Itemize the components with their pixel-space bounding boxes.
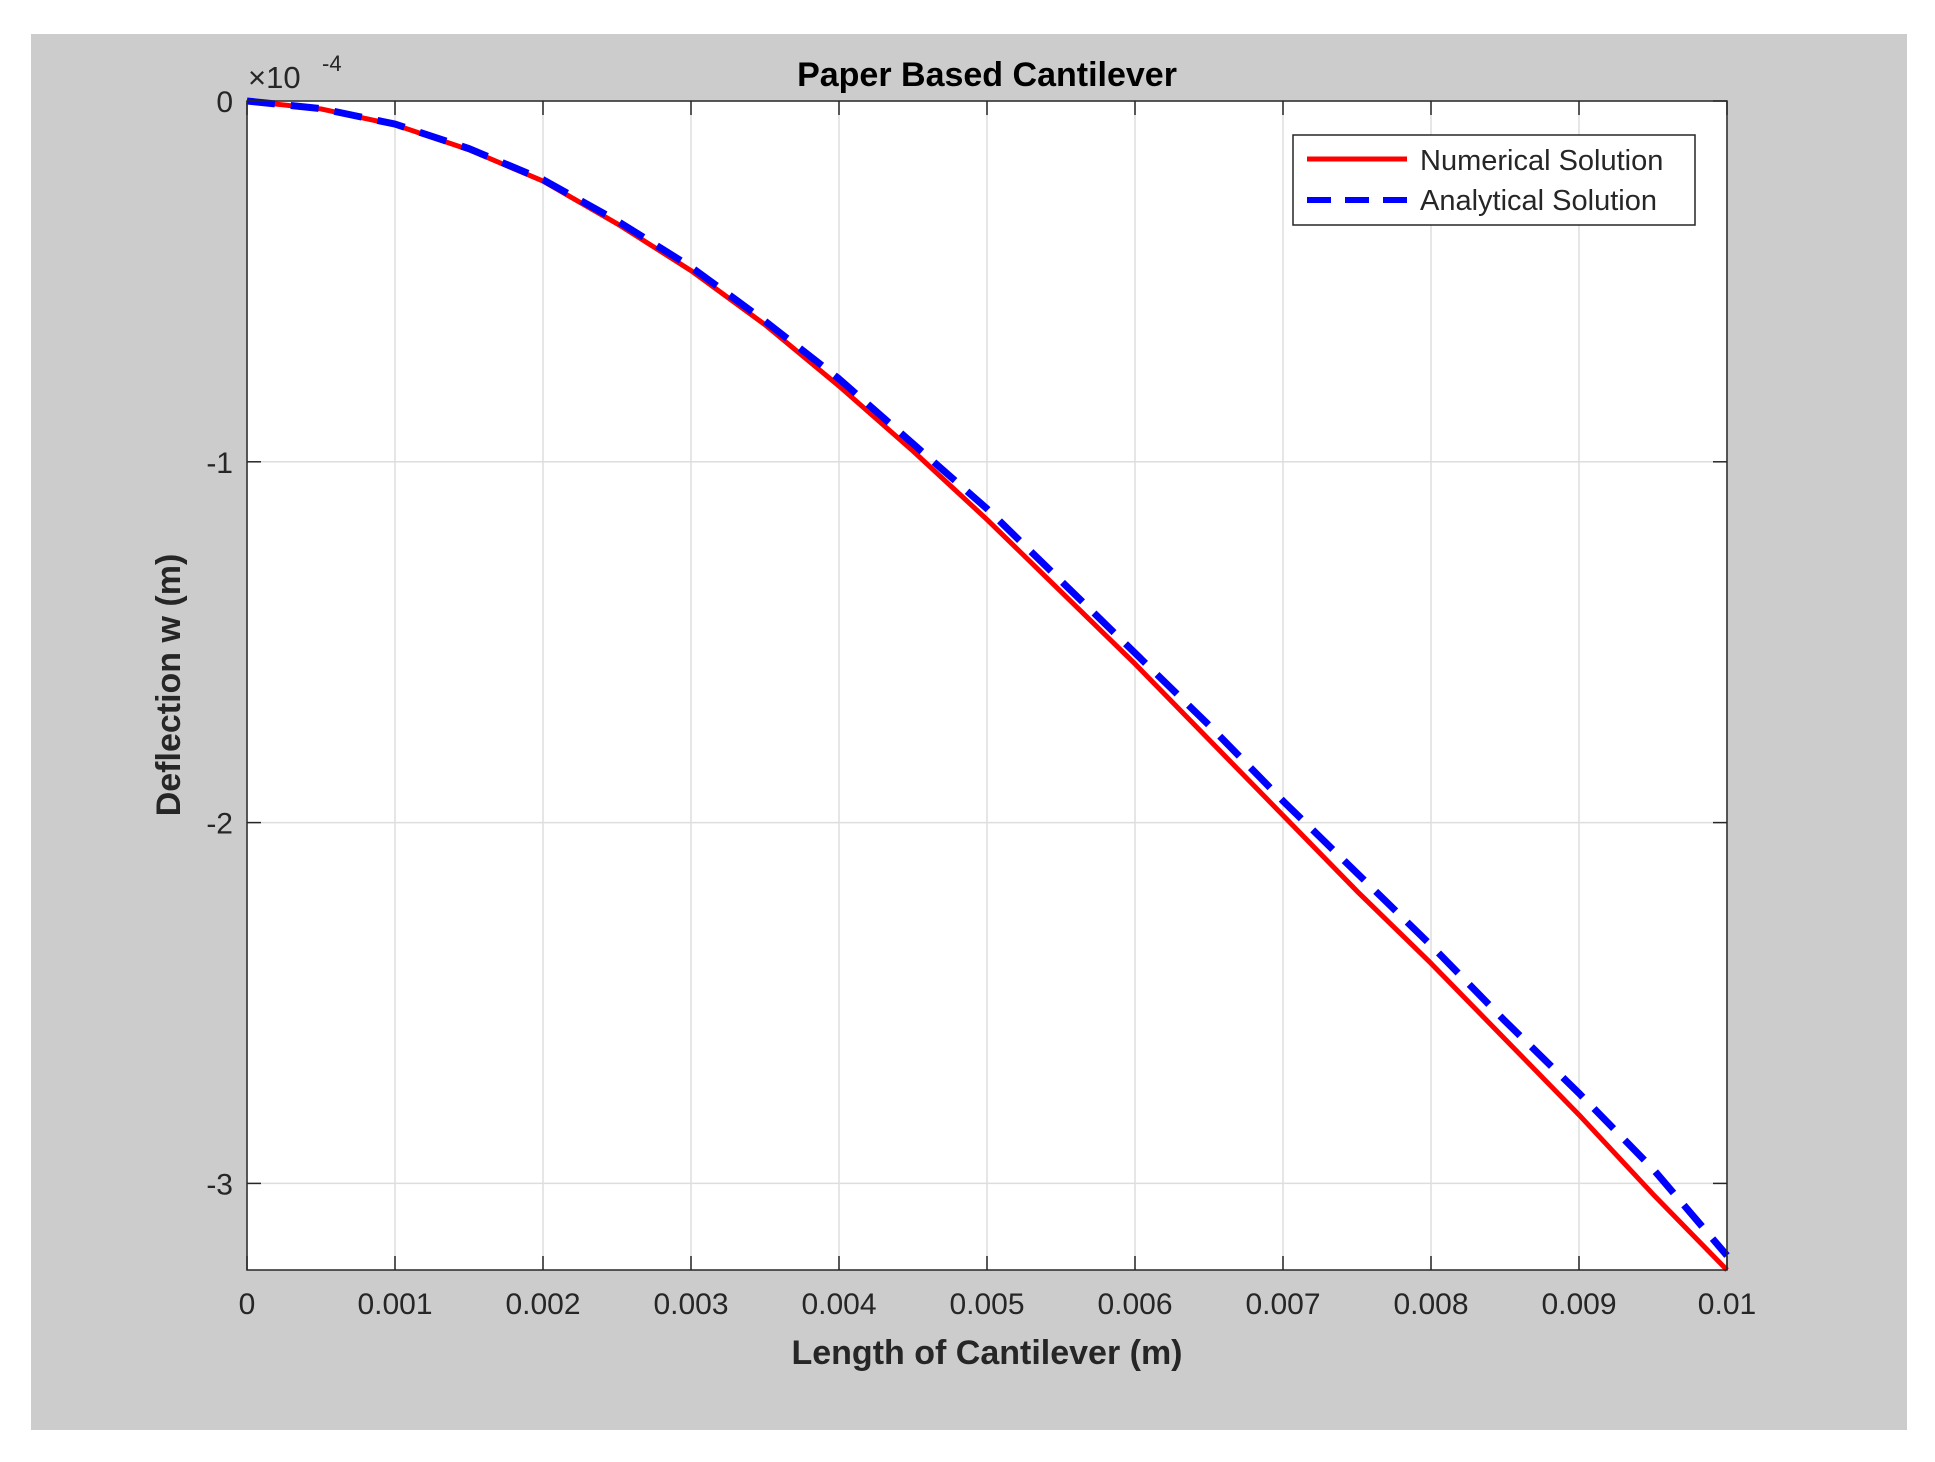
x-tick-label: 0.004	[801, 1288, 876, 1321]
legend-label-numerical: Numerical Solution	[1420, 145, 1663, 177]
y-tick-labels: 0 -1 -2 -3	[206, 86, 233, 1201]
y-exponent-base: ×10	[248, 60, 301, 95]
x-tick-label: 0.006	[1097, 1288, 1172, 1321]
x-tick-label: 0.001	[357, 1288, 432, 1321]
x-tick-labels: 0 0.001 0.002 0.003 0.004 0.005 0.006 0.007 0.00…	[239, 1288, 1757, 1321]
legend: Numerical Solution Analytical Solution	[1292, 134, 1696, 226]
x-tick-label: 0.002	[505, 1288, 580, 1321]
series-line-numerical-solution	[246, 98, 1729, 1272]
legend-box	[1292, 134, 1696, 226]
y-tick-label: -2	[206, 808, 233, 841]
y-tick-label: 0	[216, 86, 233, 119]
y-exponent-power: -4	[322, 51, 342, 76]
x-tick-label: 0.009	[1541, 1288, 1616, 1321]
x-axis-label: Length of Cantilever (m)	[791, 1334, 1182, 1372]
legend-label-analytical: Analytical Solution	[1420, 185, 1657, 217]
x-tick-label: 0.005	[949, 1288, 1024, 1321]
x-tick-label: 0.008	[1393, 1288, 1468, 1321]
series-line-analytical-solution	[246, 97, 1730, 1258]
y-exponent-label: ×10 -4	[248, 51, 342, 95]
x-tick-label: 0.01	[1698, 1288, 1756, 1321]
y-tick-label: -3	[206, 1168, 233, 1201]
x-tick-label: 0.007	[1245, 1288, 1320, 1321]
x-tick-label: 0.003	[653, 1288, 728, 1321]
tick-marks	[246, 100, 1728, 1270]
y-axis-label: Deflection w (m)	[150, 554, 188, 817]
series-layer	[246, 97, 1730, 1272]
x-tick-label: 0	[239, 1288, 256, 1321]
chart-title: Paper Based Cantilever	[797, 56, 1177, 94]
y-tick-label: -1	[206, 447, 233, 480]
